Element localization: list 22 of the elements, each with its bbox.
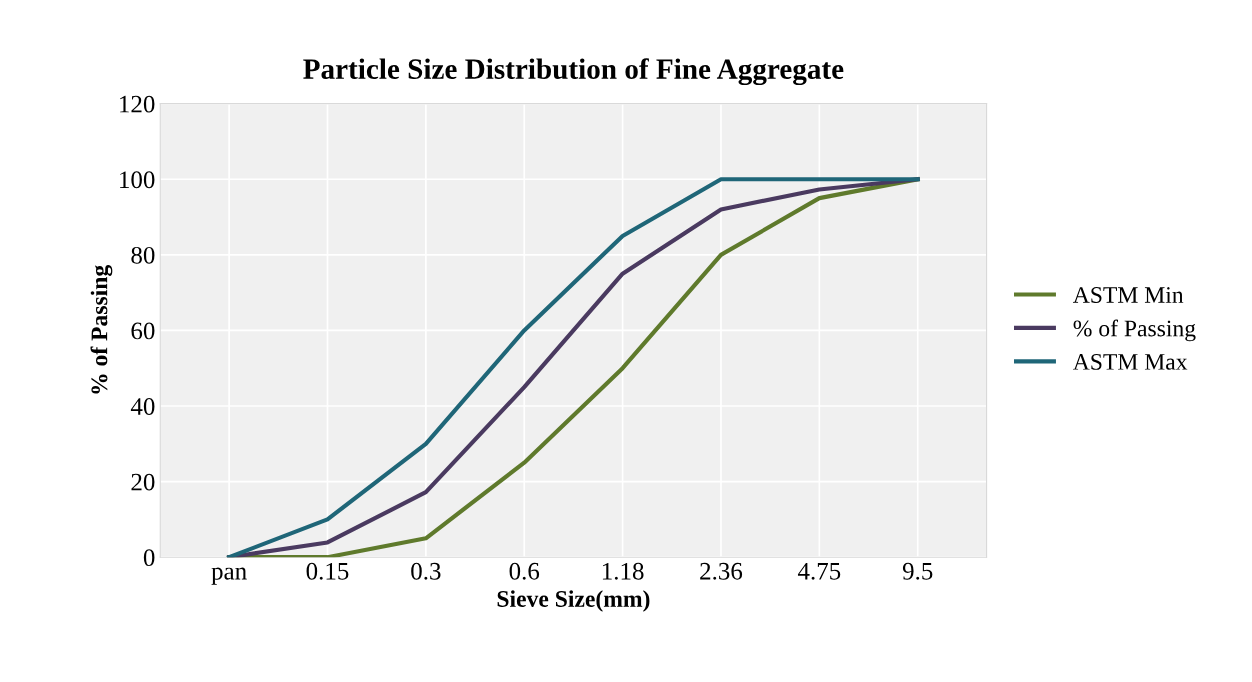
y-tick-label: 20: [131, 473, 155, 491]
legend-label: % of Passing: [1073, 319, 1196, 342]
y-tick-label: 60: [131, 322, 155, 340]
x-tick-label: 1.18: [602, 562, 644, 580]
y-tick-label: 100: [120, 171, 155, 189]
x-tick-label: 0.3: [411, 562, 441, 580]
x-tick-label: pan: [211, 567, 247, 585]
x-tick-label: 9.5: [902, 562, 933, 580]
x-tick-label: 2.36: [700, 562, 743, 580]
chart-title: Particle Size Distribution of Fine Aggregate: [303, 58, 844, 86]
y-tick-label: 120: [120, 95, 155, 113]
legend-label: ASTM Max: [1072, 353, 1188, 370]
line-series: [227, 177, 920, 558]
y-tick-label: 80: [131, 246, 155, 264]
y-axis-title: % of Passing: [90, 265, 113, 394]
y-tick-label: 40: [130, 398, 155, 415]
x-tick-label: 0.15: [306, 562, 349, 580]
x-axis-title: Sieve Size(mm): [497, 590, 650, 612]
y-tick-label: 0: [143, 549, 155, 567]
x-tick-label: 4.75: [797, 562, 841, 580]
legend-label: ASTM Min: [1072, 287, 1184, 303]
x-tick-label: 0.6: [509, 562, 540, 580]
